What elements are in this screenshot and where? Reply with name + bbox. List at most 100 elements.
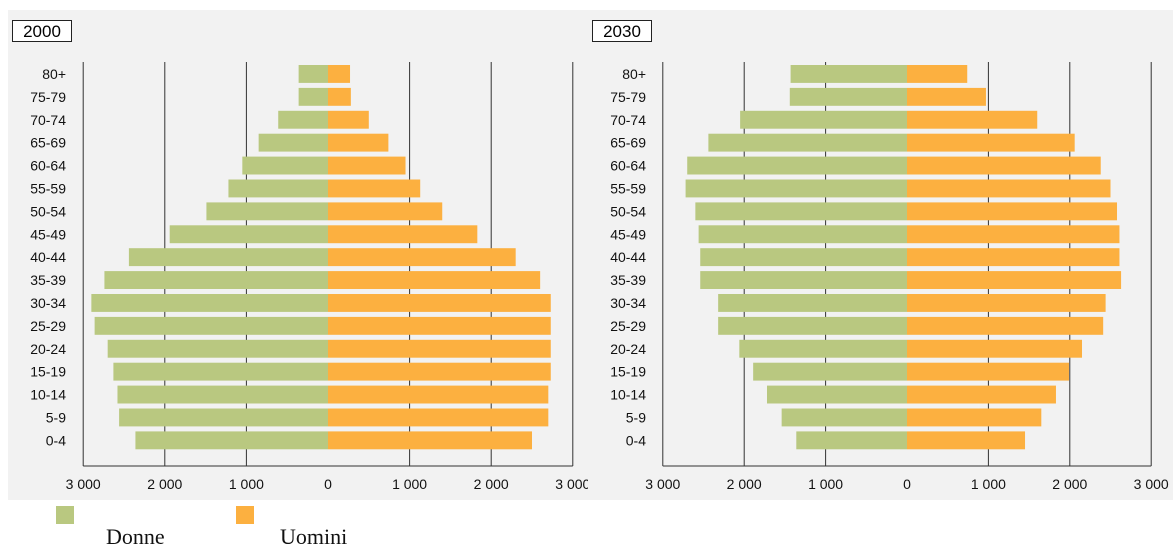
x-tick-label: 1 000 <box>229 476 264 492</box>
bar-donne <box>298 87 328 106</box>
bar-donne <box>796 431 907 450</box>
bar-donne <box>258 133 328 152</box>
x-tick-label: 3 000 <box>645 476 680 492</box>
category-label: 30-34 <box>610 295 646 311</box>
category-label: 40-44 <box>30 249 66 265</box>
bar-uomini <box>907 202 1118 221</box>
bar-uomini <box>328 110 369 129</box>
bar-uomini <box>328 271 541 289</box>
legend-swatch <box>56 506 74 524</box>
category-label: 10-14 <box>610 387 646 403</box>
category-label: 65-69 <box>610 135 646 151</box>
category-label: 50-54 <box>610 203 646 219</box>
bar-uomini <box>907 294 1106 312</box>
bar-donne <box>128 248 328 267</box>
category-label: 20-24 <box>30 341 66 357</box>
category-label: 0-4 <box>626 432 646 448</box>
category-label: 15-19 <box>30 364 66 380</box>
bar-uomini <box>907 110 1038 129</box>
bar-uomini <box>328 65 351 83</box>
category-label: 10-14 <box>30 387 66 403</box>
bar-donne <box>790 65 907 83</box>
bar-donne <box>687 156 907 175</box>
bar-uomini <box>328 225 478 244</box>
legend-label: Donne <box>106 524 165 549</box>
bar-uomini <box>907 156 1101 175</box>
category-label: 25-29 <box>610 318 646 334</box>
bar-uomini <box>328 362 551 381</box>
legend-swatch <box>236 506 254 524</box>
bar-donne <box>708 133 907 152</box>
category-label: 20-24 <box>610 341 646 357</box>
category-label: 35-39 <box>30 272 66 288</box>
bar-uomini <box>907 316 1104 335</box>
bar-donne <box>298 65 328 83</box>
chart-title: 2000 <box>12 20 72 42</box>
bar-uomini <box>907 271 1122 289</box>
bar-donne <box>718 316 907 335</box>
bar-uomini <box>328 202 443 221</box>
bar-uomini <box>907 408 1042 427</box>
bar-donne <box>91 294 328 312</box>
bar-uomini <box>328 385 549 404</box>
bar-uomini <box>907 248 1120 267</box>
bar-donne <box>242 156 328 175</box>
bar-donne <box>740 110 907 129</box>
x-tick-label: 2 000 <box>474 476 509 492</box>
bar-uomini <box>328 156 406 175</box>
bar-uomini <box>328 294 551 312</box>
category-label: 50-54 <box>30 203 66 219</box>
bar-uomini <box>907 65 968 83</box>
category-label: 80+ <box>622 66 646 82</box>
category-label: 60-64 <box>610 158 646 174</box>
category-label: 70-74 <box>30 112 66 128</box>
bar-uomini <box>907 87 986 106</box>
bar-uomini <box>328 339 551 358</box>
bar-uomini <box>328 431 532 450</box>
bar-uomini <box>907 225 1120 244</box>
x-tick-label: 1 000 <box>808 476 843 492</box>
bar-donne <box>228 179 328 198</box>
category-label: 55-59 <box>610 180 646 196</box>
bar-uomini <box>907 179 1111 198</box>
bar-uomini <box>907 431 1026 450</box>
category-label: 55-59 <box>30 180 66 196</box>
category-label: 30-34 <box>30 295 66 311</box>
x-tick-label: 0 <box>324 476 332 492</box>
bar-donne <box>789 87 907 106</box>
category-label: 75-79 <box>30 89 66 105</box>
category-label: 5-9 <box>626 409 646 425</box>
bar-donne <box>766 385 907 404</box>
category-label: 45-49 <box>30 226 66 242</box>
bar-donne <box>695 202 907 221</box>
category-label: 15-19 <box>610 364 646 380</box>
bar-donne <box>113 362 328 381</box>
pyramid-chart-2000: 2000 0-4 5-9 10-14 15-19 20-24 25-29 30-34 35-3… <box>8 10 594 500</box>
category-label: 5-9 <box>46 409 66 425</box>
x-tick-label: 0 <box>903 476 911 492</box>
bar-donne <box>781 408 907 427</box>
bar-uomini <box>907 362 1069 381</box>
chart-title: 2030 <box>592 20 652 42</box>
chart-plot: 0-4 5-9 10-14 15-19 20-24 25-29 30-34 35-39 40-4… <box>30 62 591 492</box>
bar-uomini <box>328 87 351 106</box>
bar-donne <box>94 316 329 335</box>
x-tick-label: 2 000 <box>727 476 762 492</box>
bar-donne <box>104 271 328 289</box>
bar-donne <box>117 385 328 404</box>
x-tick-label: 2 000 <box>147 476 182 492</box>
x-tick-label: 2 000 <box>1052 476 1087 492</box>
bar-donne <box>698 225 907 244</box>
bar-donne <box>718 294 907 312</box>
bar-uomini <box>328 408 549 427</box>
bar-donne <box>107 339 329 358</box>
category-label: 75-79 <box>610 89 646 105</box>
chart-plot: 0-4 5-9 10-14 15-19 20-24 25-29 30-34 35-39 40-4… <box>610 62 1169 492</box>
bar-donne <box>135 431 328 450</box>
bar-uomini <box>328 179 421 198</box>
category-label: 0-4 <box>46 432 66 448</box>
category-label: 35-39 <box>610 272 646 288</box>
category-label: 60-64 <box>30 158 66 174</box>
bar-uomini <box>907 339 1083 358</box>
x-tick-label: 3 000 <box>66 476 101 492</box>
